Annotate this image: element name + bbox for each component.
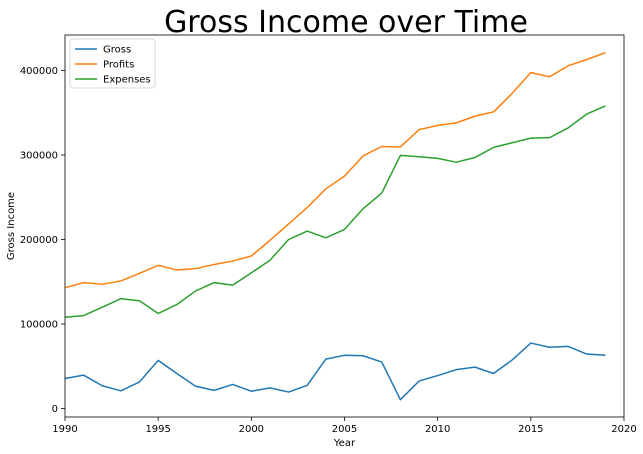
x-tick-label: 2010 <box>425 424 450 435</box>
y-tick-label: 400000 <box>20 66 58 77</box>
y-axis: 0 100000 200000 300000 400000 <box>20 66 65 415</box>
y-tick-label: 300000 <box>20 151 58 162</box>
x-tick-label: 2020 <box>611 424 636 435</box>
y-tick-label: 0 <box>52 404 58 415</box>
legend-label-expenses: Expenses <box>103 75 151 86</box>
y-tick-label: 100000 <box>20 320 58 331</box>
series-line-gross <box>64 342 606 401</box>
x-tick-label: 2005 <box>332 424 357 435</box>
x-axis: 1990 1995 2000 2005 2010 2015 2020 <box>52 417 637 435</box>
y-tick-label: 200000 <box>20 235 58 246</box>
x-tick-label: 2000 <box>239 424 264 435</box>
chart-title: Gross Income over Time <box>164 5 528 40</box>
x-tick-label: 1995 <box>145 424 170 435</box>
x-tick-label: 1990 <box>52 424 77 435</box>
legend: Gross Profits Expenses <box>69 38 156 89</box>
x-tick-label: 2015 <box>518 424 543 435</box>
legend-box <box>69 38 156 89</box>
legend-label-profits: Profits <box>103 60 134 71</box>
series-line-profits <box>64 52 606 289</box>
y-axis-label: Gross Income <box>6 192 17 260</box>
plot-frame <box>64 34 625 418</box>
x-axis-label: Year <box>333 438 356 449</box>
series-line-expenses <box>64 105 606 319</box>
series-layer <box>64 52 606 401</box>
legend-label-gross: Gross <box>103 45 131 56</box>
